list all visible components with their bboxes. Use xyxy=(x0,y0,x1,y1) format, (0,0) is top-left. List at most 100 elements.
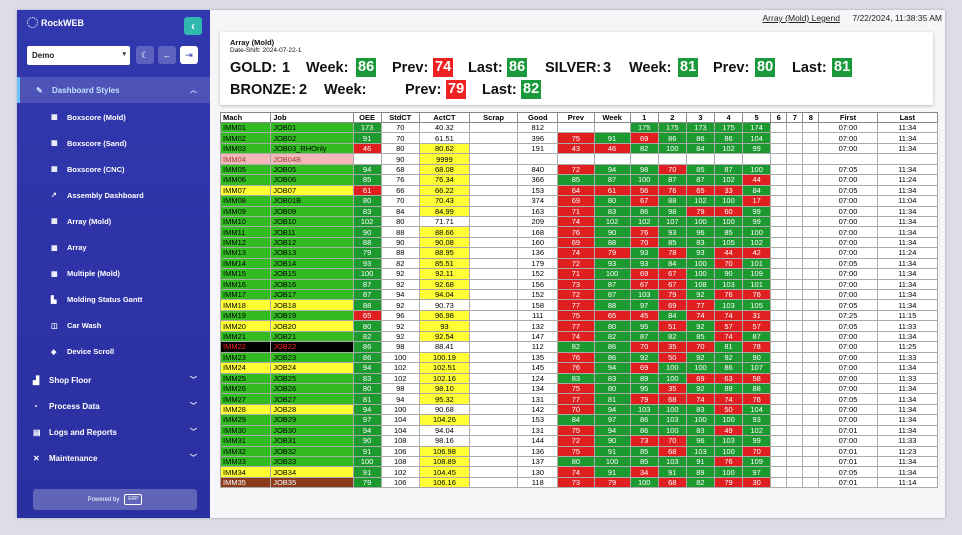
column-header[interactable]: StdCT xyxy=(380,112,420,123)
column-header[interactable]: Good xyxy=(517,112,559,123)
powered-by-badge[interactable]: Powered by ERP xyxy=(33,489,197,510)
column-header[interactable]: 2 xyxy=(657,112,687,123)
table-row[interactable]: IMM19 JOB19 65 96 96.98 111 75 65 45 84 74 74 31 07:2… xyxy=(219,309,939,322)
table-row[interactable]: IMM20 JOB20 80 92 93 132 77 80 95 51 92 57 57 07:05 11… xyxy=(219,320,939,332)
column-header[interactable]: ActCT xyxy=(418,112,471,123)
sidebar-subitem[interactable]: ▦ Boxscore (Mold) xyxy=(51,104,126,130)
sidebar-subitem[interactable]: ▦ Array (Mold) xyxy=(51,208,111,234)
table-row[interactable]: IMM25 JOB25 83 102 102.16 124 83 83 89 100 69 63 58 0… xyxy=(219,372,939,384)
good-cell: 156 xyxy=(517,278,559,291)
machine-cell: IMM30 xyxy=(219,424,272,437)
column-header[interactable]: 6 xyxy=(770,112,788,123)
column-header[interactable]: Prev xyxy=(557,112,595,123)
table-row[interactable]: IMM33 JOB33 100 108 108.89 137 80 100 85 103 91 76 1… xyxy=(219,455,939,468)
column-header[interactable]: 4 xyxy=(713,112,744,123)
site-select[interactable]: Demo ▾ xyxy=(27,46,130,65)
table-row[interactable]: IMM31 JOB31 90 108 98.16 144 72 90 73 70 96 103 99 07… xyxy=(219,435,939,447)
table-row[interactable]: IMM09 JOB09 83 84 84.99 163 71 83 86 98 79 60 99 07:0… xyxy=(219,205,939,217)
sidebar-group-shop-floor[interactable]: ▟ Shop Floor ﹀ xyxy=(17,367,210,393)
bronze-week-label: Week: xyxy=(324,82,367,98)
table-row[interactable]: IMM02 JOB02 91 70 61.51 396 75 91 69 86 86 86 104 07:… xyxy=(219,132,939,144)
sidebar-group-maintenance[interactable]: ✕ Maintenance ﹀ xyxy=(17,445,210,471)
column-header[interactable]: 3 xyxy=(685,112,715,123)
column-header[interactable]: 5 xyxy=(742,112,772,123)
hour-cell xyxy=(770,341,788,353)
column-header[interactable]: Job xyxy=(270,112,354,123)
table-row[interactable]: IMM11 JOB11 90 88 88.66 168 76 90 76 93 96 85 100 07:… xyxy=(219,226,939,238)
logout-button[interactable]: ⇥ xyxy=(180,46,198,64)
legend-link[interactable]: Array (Mold) Legend xyxy=(762,13,840,23)
actct-cell: 102.16 xyxy=(418,372,471,384)
sidebar-subitem[interactable]: ◈ Device Scroll xyxy=(51,339,114,365)
table-row[interactable]: IMM04 JOB04B 90 9999 xyxy=(219,153,939,165)
last-cell: 11:34 xyxy=(876,414,939,426)
table-row[interactable]: IMM13 JOB13 79 88 88.95 136 74 79 93 78 93 44 42 07:0… xyxy=(219,247,939,259)
table-row[interactable]: IMM17 JOB17 87 94 94.04 152 72 87 103 79 92 76 76 07:… xyxy=(219,288,939,301)
last-cell: 11:25 xyxy=(876,341,939,353)
hour-cell: 44 xyxy=(713,247,744,259)
machine-cell: IMM25 xyxy=(219,372,272,384)
sidebar-subitem[interactable]: ▦ Multiple (Mold) xyxy=(51,261,120,287)
hour-cell: 69 xyxy=(629,132,659,144)
brand-logo[interactable]: RockWEB xyxy=(27,17,84,28)
table-row[interactable]: IMM15 JOB15 100 92 92.11 152 71 100 69 67 100 90 109… xyxy=(219,268,939,280)
machine-cell: IMM31 xyxy=(219,435,272,447)
table-row[interactable]: IMM05 JOB05 94 68 68.08 840 72 94 98 70 85 87 100 07:… xyxy=(219,163,939,176)
prev-cell xyxy=(557,153,595,165)
column-header[interactable]: First xyxy=(818,112,878,123)
back-button[interactable]: ← xyxy=(158,46,176,64)
table-row[interactable]: IMM01 JOB01 173 70 40.32 812 175 175 173 175 174 07… xyxy=(219,121,939,134)
table-row[interactable]: IMM21 JOB21 82 92 92.54 147 74 82 87 82 85 74 87 07:0… xyxy=(219,330,939,343)
table-row[interactable]: IMM30 JOB30 94 104 94.04 131 75 94 86 100 83 49 102 0… xyxy=(219,424,939,437)
table-row[interactable]: IMM14 JOB14 93 82 85.51 179 72 93 93 84 100 70 101 07… xyxy=(219,257,939,270)
sidebar-subitem[interactable]: ▦ Boxscore (CNC) xyxy=(51,156,125,182)
table-row[interactable]: IMM12 JOB12 88 90 90.08 160 69 88 70 85 83 105 102 07… xyxy=(219,236,939,249)
column-header[interactable]: 8 xyxy=(802,112,820,123)
sidebar-subitem[interactable]: ▙ Molding Status Gantt xyxy=(51,287,142,313)
sidebar-subitem[interactable]: ▦ Array xyxy=(51,235,87,261)
column-header[interactable]: Last xyxy=(876,112,939,123)
column-header[interactable]: 1 xyxy=(629,112,659,123)
sidebar-group-logs-and-reports[interactable]: ▤ Logs and Reports ﹀ xyxy=(17,419,210,445)
table-row[interactable]: IMM28 JOB28 94 100 90.68 142 70 94 103 100 83 50 104… xyxy=(219,403,939,416)
table-row[interactable]: IMM24 JOB24 94 102 102.51 145 76 94 69 100 100 86 10… xyxy=(219,362,939,374)
sidebar-subitem[interactable]: ◫ Car Wash xyxy=(51,313,101,339)
table-row[interactable]: IMM22 JOB22 86 98 88.41 112 82 86 70 35 70 81 78 07:0… xyxy=(219,341,939,353)
hour-cell: 95 xyxy=(629,320,659,332)
dark-mode-button[interactable]: ☾ xyxy=(136,46,154,64)
first-cell: 07:25 xyxy=(818,309,878,322)
column-header[interactable]: 7 xyxy=(786,112,804,123)
sidebar-group-process-data[interactable]: ◔ Process Data ﹀ xyxy=(17,393,210,419)
table-row[interactable]: IMM07 JOB07 61 66 66.22 153 64 61 56 76 65 33 84 07:0… xyxy=(219,184,939,197)
table-row[interactable]: IMM08 JOB01B 80 70 70.43 374 69 80 67 88 102 100 17 0… xyxy=(219,195,939,207)
hour-cell xyxy=(786,278,804,291)
table-row[interactable]: IMM10 JOB10 102 80 71.71 209 74 102 102 107 100 100… xyxy=(219,215,939,228)
table-row[interactable]: IMM34 JOB34 91 102 104.45 130 74 91 34 91 89 100 97 0… xyxy=(219,466,939,478)
hour-cell: 103 xyxy=(713,278,744,291)
collapse-sidebar-button[interactable]: ‹ xyxy=(184,17,202,35)
table-row[interactable]: IMM06 JOB06 85 76 76.34 366 85 87 100 87 87 102 44 07… xyxy=(219,174,939,186)
table-row[interactable]: IMM16 JOB16 87 92 92.68 156 73 87 67 67 108 103 101 0… xyxy=(219,278,939,291)
table-row[interactable]: IMM32 JOB32 91 106 106.98 136 75 91 85 68 103 100 70… xyxy=(219,445,939,458)
sidebar-subitem[interactable]: ↗ Assembly Dashboard xyxy=(51,182,144,208)
sidebar-subitem[interactable]: ▦ Boxscore (Sand) xyxy=(51,130,127,156)
column-header[interactable]: Week xyxy=(593,112,631,123)
column-header[interactable]: Scrap xyxy=(469,112,519,123)
hour-cell: 175 xyxy=(657,121,687,134)
table-row[interactable]: IMM29 JOB29 97 104 104.26 153 84 97 86 103 100 100 9… xyxy=(219,414,939,426)
last-cell: 11:24 xyxy=(876,174,939,186)
table-row[interactable]: IMM27 JOB27 81 94 95.32 131 77 81 79 68 74 74 76 07:0… xyxy=(219,393,939,405)
sidebar-group-dashboard-styles[interactable]: ✎ Dashboard Styles ︿ xyxy=(17,77,210,103)
prev-cell: 74 xyxy=(557,215,595,228)
column-header[interactable]: OEE xyxy=(352,112,382,123)
table-row[interactable]: IMM23 JOB23 86 100 100.19 135 76 86 92 50 92 92 90 07… xyxy=(219,351,939,364)
table-row[interactable]: IMM26 JOB26 80 98 98.10 134 75 80 95 35 92 89 88 07:0… xyxy=(219,382,939,395)
sidebar-subitem-label: Assembly Dashboard xyxy=(67,190,144,200)
hour-cell xyxy=(770,226,788,238)
table-row[interactable]: IMM35 JOB35 79 106 106.16 118 73 79 100 68 82 79 30 0… xyxy=(219,476,939,489)
table-row[interactable]: IMM18 JOB18 88 92 90.73 158 77 88 97 69 77 103 105 07… xyxy=(219,299,939,311)
column-header[interactable]: Mach xyxy=(219,112,272,123)
job-cell: JOB17 xyxy=(270,288,354,301)
good-cell: 136 xyxy=(517,247,559,259)
table-row[interactable]: IMM03 JOB03_RHOnly 46 80 80.62 191 43 46 82 100 84… xyxy=(219,142,939,155)
